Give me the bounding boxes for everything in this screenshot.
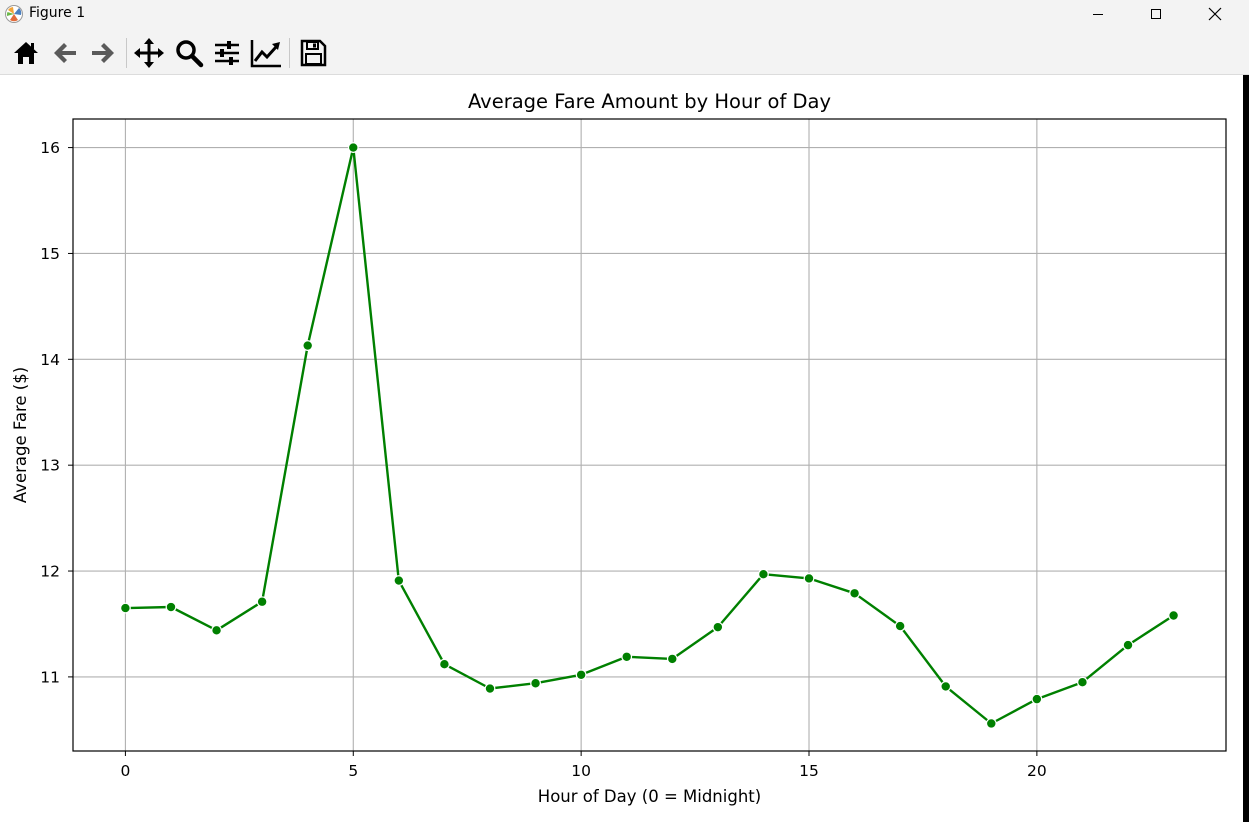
data-point — [1031, 693, 1043, 705]
close-button[interactable] — [1186, 0, 1244, 28]
window-title: Figure 1 — [29, 5, 86, 21]
edit-axis-icon — [250, 40, 281, 68]
window-edge — [1243, 75, 1249, 822]
matplotlib-app-icon — [5, 5, 23, 23]
window-titlebar: Figure 1 — [0, 0, 1249, 30]
pan-button[interactable] — [132, 36, 166, 70]
x-axis-label: Hour of Day (0 = Midnight) — [538, 787, 761, 806]
axis-ticks: 0 5 10 15 20 11 12 13 14 15 16 — [40, 139, 1046, 780]
data-series — [120, 142, 1179, 729]
x-tick-label: 20 — [1027, 762, 1047, 780]
data-point — [666, 653, 678, 665]
data-point — [940, 681, 952, 692]
save-button[interactable] — [296, 36, 330, 70]
figure-canvas[interactable]: 0 5 10 15 20 11 12 13 14 15 16 Average Fare Amount… — [0, 75, 1243, 822]
x-tick-label: 10 — [571, 762, 591, 780]
data-point — [758, 568, 769, 580]
axes-frame — [72, 118, 1227, 752]
data-point — [302, 340, 314, 351]
forward-icon — [92, 43, 114, 63]
x-tick-label: 15 — [799, 762, 819, 780]
data-point — [439, 658, 450, 670]
data-point — [712, 621, 724, 633]
save-icon — [300, 39, 327, 67]
forward-button[interactable] — [86, 36, 120, 70]
y-tick-label: 12 — [40, 563, 60, 581]
maximize-button[interactable] — [1127, 0, 1185, 28]
home-button[interactable] — [9, 36, 43, 70]
navigation-toolbar — [0, 30, 1249, 75]
data-point — [165, 601, 177, 613]
x-tick-label: 5 — [348, 762, 358, 780]
toolbar-separator — [126, 38, 127, 68]
data-point — [575, 669, 587, 681]
y-tick-label: 13 — [40, 457, 60, 475]
data-point — [894, 620, 906, 632]
back-button[interactable] — [48, 36, 82, 70]
data-point — [1122, 639, 1134, 651]
subplots-icon — [215, 41, 239, 65]
chart-title: Average Fare Amount by Hour of Day — [468, 90, 831, 113]
home-icon — [14, 42, 38, 64]
data-point — [1077, 676, 1088, 688]
data-point — [120, 602, 131, 614]
y-axis-label: Average Fare ($) — [11, 367, 30, 503]
zoom-icon — [176, 40, 204, 68]
data-point — [985, 718, 997, 729]
minimize-icon — [1093, 14, 1103, 15]
zoom-button[interactable] — [172, 36, 206, 70]
data-point — [530, 677, 541, 689]
back-icon — [54, 43, 76, 63]
data-point — [849, 587, 860, 599]
data-point — [621, 651, 633, 663]
data-point — [211, 624, 222, 636]
data-point — [256, 596, 268, 608]
data-point — [803, 573, 815, 584]
maximize-icon — [1151, 9, 1161, 19]
subplots-button[interactable] — [210, 36, 244, 70]
data-point — [393, 575, 405, 586]
data-point — [1168, 610, 1179, 621]
y-tick-label: 14 — [40, 351, 60, 369]
y-tick-label: 15 — [40, 245, 60, 263]
toolbar-separator — [289, 38, 290, 68]
line-chart[interactable]: 0 5 10 15 20 11 12 13 14 15 16 Average Fare Amount… — [0, 75, 1243, 822]
y-tick-label: 11 — [40, 668, 60, 686]
grid-lines — [73, 119, 1226, 751]
close-icon — [1208, 7, 1222, 21]
x-tick-label: 0 — [120, 762, 130, 780]
minimize-button[interactable] — [1069, 0, 1127, 28]
data-point — [484, 683, 496, 694]
data-point — [347, 142, 359, 153]
pan-icon — [134, 38, 164, 68]
edit-axis-button[interactable] — [249, 36, 283, 70]
series-line — [125, 146, 1175, 725]
y-tick-label: 16 — [40, 139, 60, 157]
